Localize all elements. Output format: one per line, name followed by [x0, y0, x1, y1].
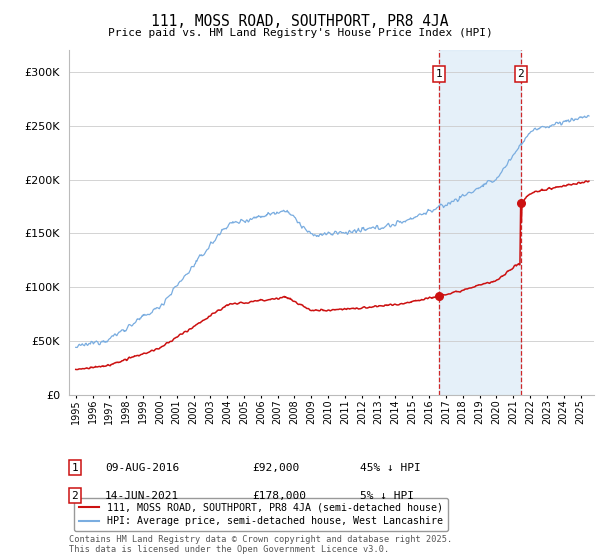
- Text: 5% ↓ HPI: 5% ↓ HPI: [360, 491, 414, 501]
- Text: 14-JUN-2021: 14-JUN-2021: [105, 491, 179, 501]
- Text: 1: 1: [71, 463, 79, 473]
- Text: 111, MOSS ROAD, SOUTHPORT, PR8 4JA: 111, MOSS ROAD, SOUTHPORT, PR8 4JA: [151, 14, 449, 29]
- Text: £178,000: £178,000: [252, 491, 306, 501]
- Text: Contains HM Land Registry data © Crown copyright and database right 2025.
This d: Contains HM Land Registry data © Crown c…: [69, 535, 452, 554]
- Bar: [439, 50, 521, 395]
- Text: £92,000: £92,000: [252, 463, 299, 473]
- Text: 45% ↓ HPI: 45% ↓ HPI: [360, 463, 421, 473]
- Text: 09-AUG-2016: 09-AUG-2016: [105, 463, 179, 473]
- Text: Price paid vs. HM Land Registry's House Price Index (HPI): Price paid vs. HM Land Registry's House …: [107, 28, 493, 38]
- Text: 1: 1: [436, 69, 443, 79]
- Legend: 111, MOSS ROAD, SOUTHPORT, PR8 4JA (semi-detached house), HPI: Average price, se: 111, MOSS ROAD, SOUTHPORT, PR8 4JA (semi…: [74, 498, 448, 531]
- Text: 2: 2: [71, 491, 79, 501]
- Text: 2: 2: [517, 69, 524, 79]
